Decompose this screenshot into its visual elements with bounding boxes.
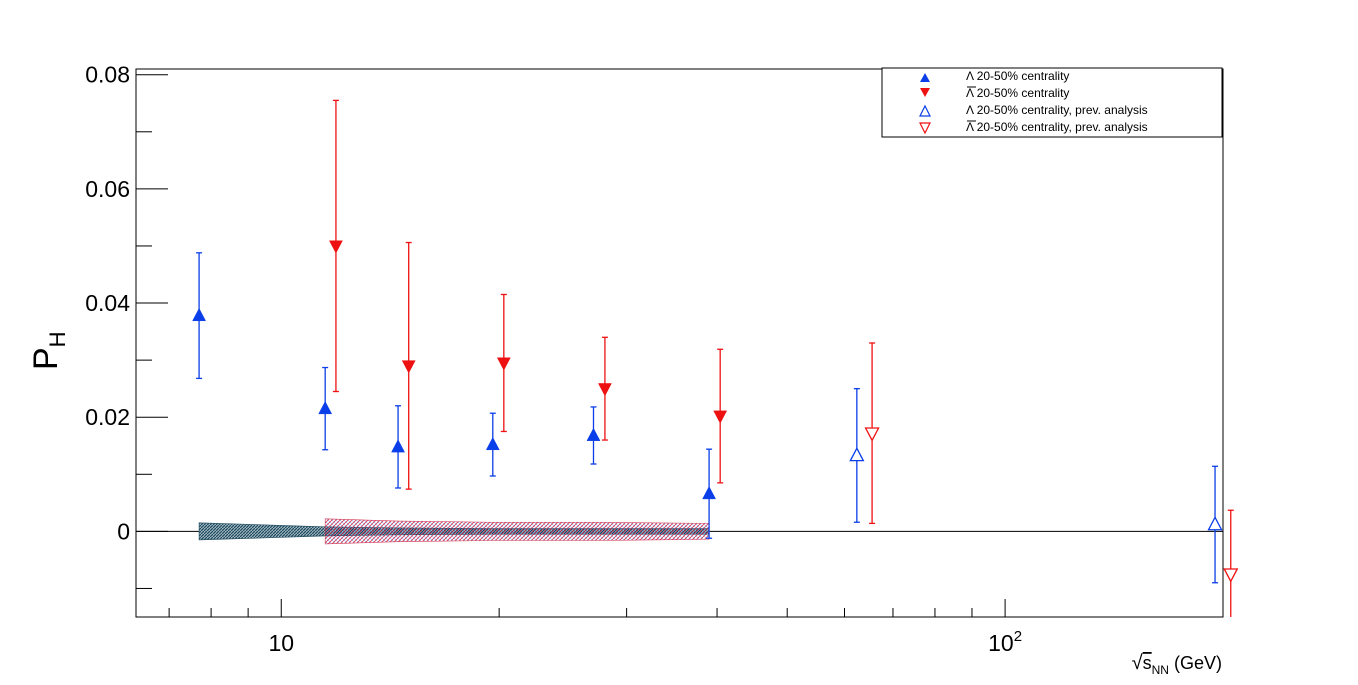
x-axis-title-sub: NN bbox=[1152, 663, 1169, 677]
data-point bbox=[496, 357, 511, 371]
data-point bbox=[192, 307, 206, 322]
x-axis-title-main: s bbox=[1143, 653, 1152, 673]
legend: Λ 20-50% centrality Λ 20-50% centrality … bbox=[881, 67, 1223, 138]
data-point bbox=[598, 383, 612, 397]
plot-frame bbox=[135, 68, 1224, 618]
data-point bbox=[329, 240, 343, 254]
data-point bbox=[401, 360, 416, 374]
legend-marker-lambda-prev bbox=[919, 104, 931, 117]
data-point bbox=[1207, 515, 1223, 531]
y-axis-title-main: P bbox=[27, 347, 65, 370]
y-axis-title: PH bbox=[27, 331, 70, 370]
y-tick-label: 0.08 bbox=[85, 62, 130, 88]
x-tick-label: 10 bbox=[268, 630, 294, 656]
legend-marker-antilambda-prev bbox=[919, 122, 931, 135]
x-axis-title: √sNN (GeV) bbox=[1132, 652, 1222, 677]
legend-entry-antilambda: Λ 20-50% centrality bbox=[920, 86, 1069, 100]
data-point bbox=[713, 410, 728, 424]
legend-label-lambda: Λ 20-50% centrality bbox=[966, 69, 1069, 83]
legend-label-antilambda: Λ 20-50% centrality bbox=[966, 86, 1069, 100]
legend-label-antilambda-prev: Λ 20-50% centrality, prev. analysis bbox=[966, 120, 1148, 134]
legend-label-lambda-prev: Λ 20-50% centrality, prev. analysis bbox=[966, 103, 1148, 117]
data-point bbox=[849, 446, 865, 462]
data-point bbox=[485, 436, 500, 451]
data-point bbox=[864, 427, 880, 442]
y-tick-label: 0.06 bbox=[85, 176, 130, 202]
legend-antilambda-prev-symbol: Λ bbox=[966, 120, 974, 134]
data-point bbox=[586, 427, 601, 441]
legend-marker-lambda bbox=[920, 73, 930, 82]
data-point bbox=[391, 439, 405, 453]
data-point bbox=[1223, 568, 1239, 583]
legend-entry-lambda-prev: Λ 20-50% centrality, prev. analysis bbox=[919, 103, 1148, 117]
legend-antilambda-prev-rest: 20-50% centrality, prev. analysis bbox=[973, 120, 1147, 134]
data-point bbox=[318, 400, 333, 415]
y-tick-label: 0.02 bbox=[85, 404, 130, 430]
y-tick-label: 0 bbox=[117, 518, 130, 544]
legend-entry-antilambda-prev: Λ 20-50% centrality, prev. analysis bbox=[919, 120, 1148, 135]
x-axis-title-unit: (GeV) bbox=[1169, 653, 1222, 673]
systematic-band bbox=[324, 518, 710, 545]
legend-antilambda-symbol: Λ bbox=[966, 86, 974, 100]
x-tick-label: 102 bbox=[988, 628, 1022, 656]
x-axis-title-root: √ bbox=[1132, 652, 1143, 674]
data-point bbox=[702, 486, 717, 500]
y-axis-title-sub: H bbox=[45, 331, 70, 347]
legend-box bbox=[881, 67, 1223, 138]
legend-marker-antilambda bbox=[920, 88, 930, 97]
legend-antilambda-rest: 20-50% centrality bbox=[973, 86, 1069, 100]
legend-entry-lambda: Λ 20-50% centrality bbox=[920, 69, 1069, 83]
y-tick-label: 0.04 bbox=[85, 290, 130, 316]
